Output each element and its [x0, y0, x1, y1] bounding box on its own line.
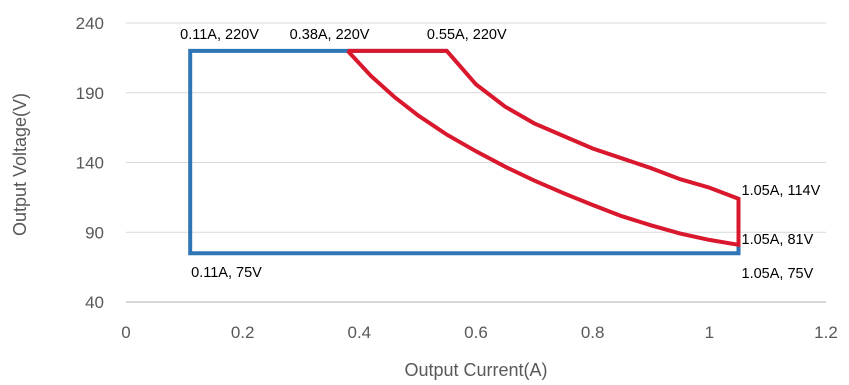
x-tick-label: 1.2: [814, 323, 838, 342]
point-label: 1.05A, 75V: [742, 266, 814, 282]
y-tick-label: 140: [76, 154, 104, 173]
y-tick-label: 90: [85, 223, 104, 242]
x-tick-label: 0.2: [231, 323, 255, 342]
x-tick-label: 0: [121, 323, 130, 342]
y-axis-title: Output Voltage(V): [10, 93, 30, 236]
point-label: 1.05A, 81V: [742, 232, 814, 248]
grid-lines: [126, 22, 826, 233]
series-line-1: [188, 48, 741, 256]
y-tick-label: 40: [85, 293, 104, 312]
point-label: 0.55A, 220V: [427, 27, 507, 43]
x-tick-label: 1: [705, 323, 714, 342]
x-tick-labels: 0 0.2 0.4 0.6 0.8 1 1.2: [121, 323, 838, 342]
x-axis-title: Output Current(A): [404, 360, 547, 380]
x-tick-label: 0.8: [581, 323, 605, 342]
x-tick-label: 0.4: [348, 323, 372, 342]
y-tick-label: 240: [76, 14, 104, 33]
x-tick-label: 0.6: [464, 323, 488, 342]
point-label: 0.11A, 220V: [180, 27, 259, 43]
y-tick-labels: 40 90 140 190 240: [76, 14, 104, 312]
point-label: 0.38A, 220V: [290, 27, 370, 43]
point-labels: 0.11A, 220V 0.38A, 220V 0.55A, 220V 1.05A, …: [180, 27, 820, 282]
series-line-2: [346, 48, 741, 248]
y-tick-label: 190: [76, 84, 104, 103]
point-label: 0.11A, 75V: [191, 265, 262, 281]
series-group: [188, 48, 741, 256]
point-label: 1.05A, 114V: [742, 183, 821, 199]
